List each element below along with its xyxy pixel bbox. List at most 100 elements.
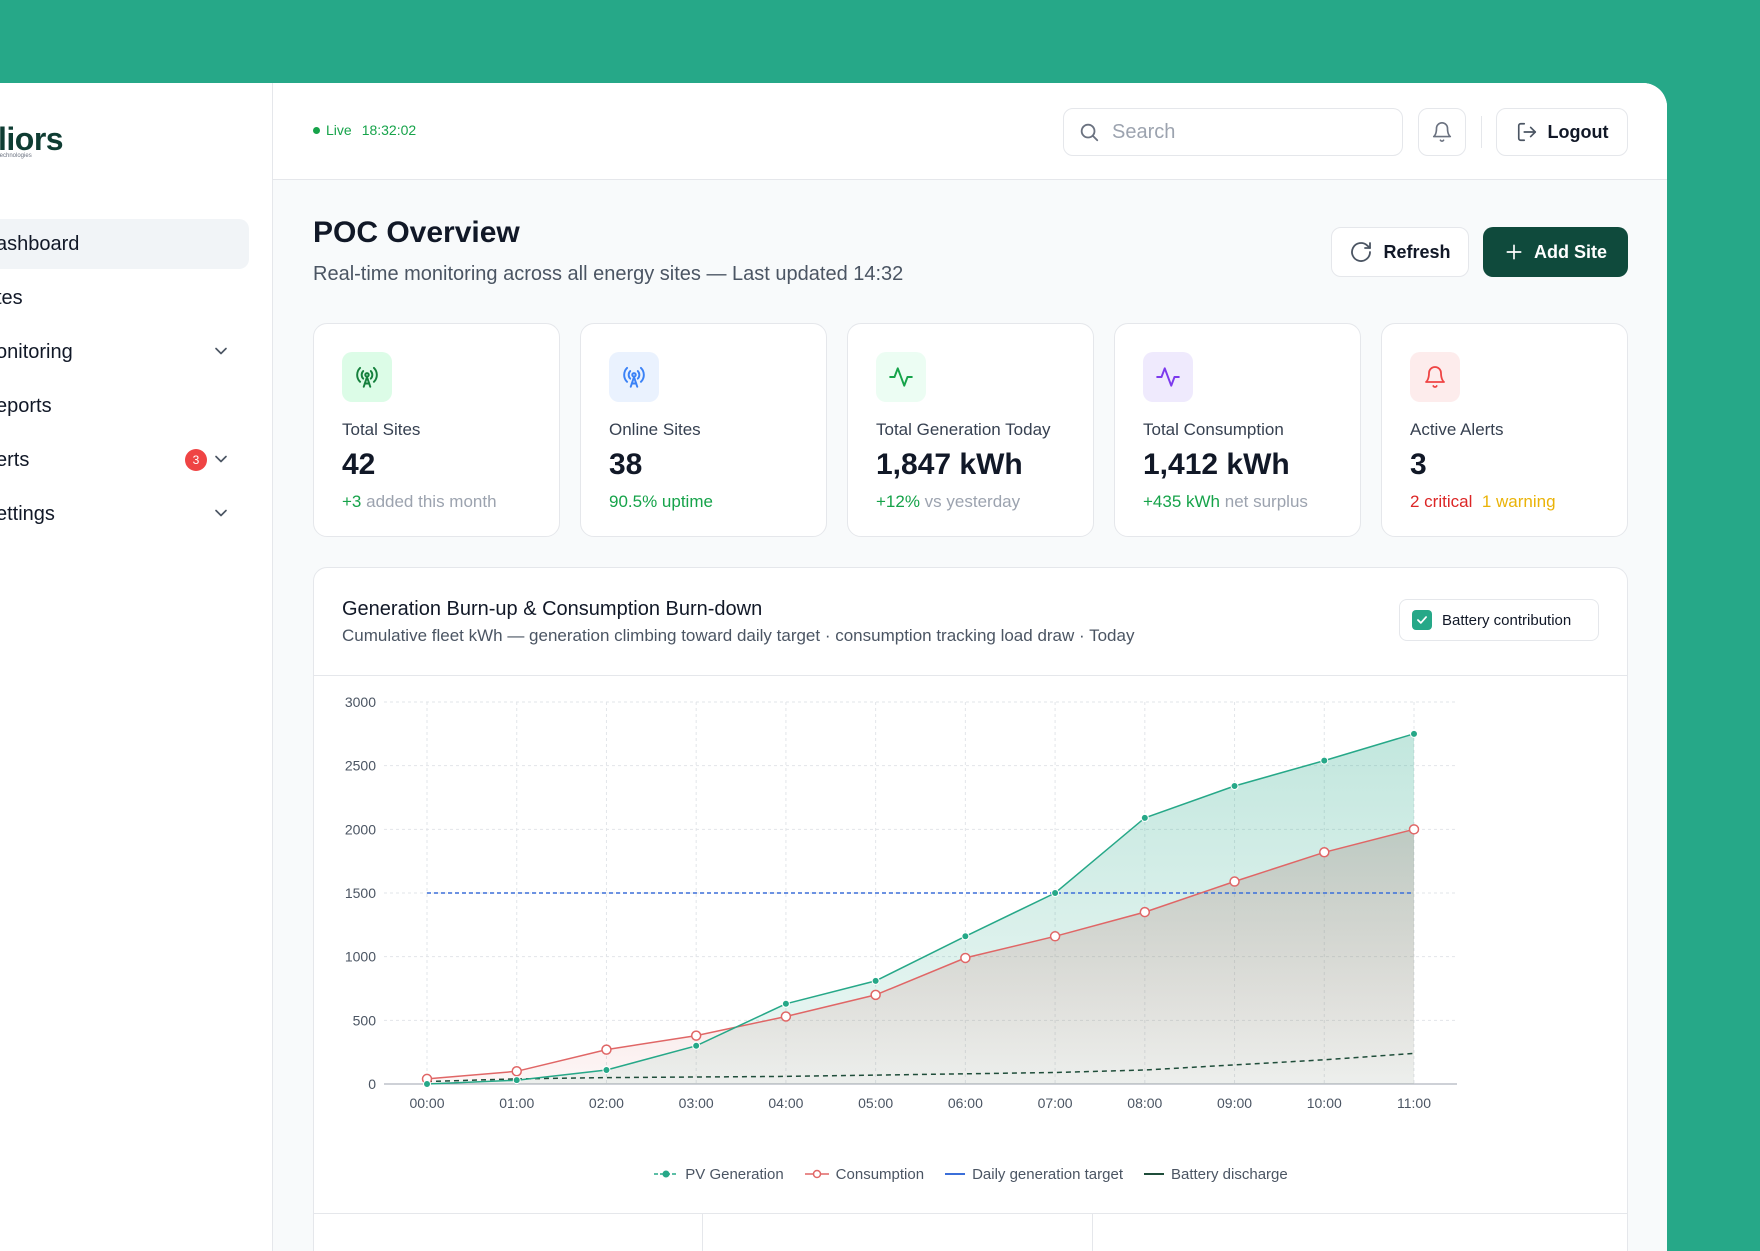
pulse-icon (876, 352, 926, 402)
sidebar-item-label: erts (0, 448, 30, 471)
main-content: Live 18:32:02 Logout POC Overview Real-t… (273, 83, 1667, 1251)
card-note: 2 critical 1 warning (1410, 492, 1556, 512)
pulse-icon (1143, 352, 1193, 402)
consumption-point (870, 989, 881, 1001)
consumption-area (427, 829, 1414, 1084)
add-site-button[interactable]: Add Site (1483, 227, 1628, 277)
sidebar-item[interactable]: ettings (0, 489, 249, 539)
live-dot-icon (313, 126, 320, 134)
logo: liors (0, 121, 64, 157)
critical-count: 2 critical (1410, 492, 1473, 511)
bell-icon (1432, 122, 1452, 142)
legend-label: Daily generation target (972, 1166, 1123, 1183)
card-note-text: vs yesterday (919, 492, 1021, 511)
card-label: Total Consumption (1143, 420, 1284, 439)
y-tick-label: 2000 (345, 821, 376, 837)
card-value: 3 (1410, 448, 1427, 481)
consumption-point (1319, 847, 1330, 858)
sidebar-item[interactable]: onitoring (0, 327, 249, 377)
card-note-highlight: +3 (342, 492, 362, 511)
sidebar-item-label: tes (0, 286, 23, 309)
refresh-button[interactable]: Refresh (1331, 227, 1469, 277)
warning-count: 1 warning (1481, 492, 1556, 511)
search-box[interactable] (1063, 108, 1403, 156)
legend-item[interactable]: PV Generation (653, 1166, 784, 1183)
consumption-point (780, 1011, 792, 1022)
chevron-down-icon[interactable] (211, 341, 231, 361)
chevron-down-icon[interactable] (211, 503, 231, 523)
search-icon (1080, 123, 1099, 142)
sidebar-item-label: ashboard (0, 232, 80, 255)
chart-header-divider (314, 675, 1627, 676)
stat-card[interactable]: Total Consumption 1,412 kWh +435 kWh net… (1114, 323, 1361, 537)
pv-generation-point (781, 999, 790, 1008)
consumption-point (1229, 876, 1240, 887)
x-tick-label: 07:00 (1038, 1095, 1073, 1111)
pv-generation-line (426, 733, 1415, 1085)
x-tick-label: 04:00 (768, 1095, 803, 1111)
pv-generation-point (1320, 756, 1329, 765)
consumption-point (1049, 931, 1061, 942)
top-bar: Live 18:32:02 Logout (273, 83, 1667, 180)
legend-marker-icon (944, 1166, 966, 1183)
x-tick-label: 11:00 (1397, 1095, 1431, 1111)
legend-label: Battery discharge (1171, 1166, 1288, 1183)
page-subtitle: Real-time monitoring across all energy s… (313, 263, 904, 285)
x-tick-label: 00:00 (409, 1095, 444, 1111)
x-tick-label: 10:00 (1307, 1095, 1342, 1111)
battery-checkbox[interactable] (1412, 610, 1432, 630)
x-tick-label: 06:00 (948, 1095, 983, 1111)
chart-legend: PV Generation Consumption Daily generation… (314, 1166, 1627, 1183)
stat-card[interactable]: Total Sites 42 +3 added this month (313, 323, 560, 537)
logout-button[interactable]: Logout (1496, 108, 1628, 156)
chevron-down-icon[interactable] (211, 449, 231, 469)
x-tick-label: 05:00 (858, 1095, 893, 1111)
battery-contribution-toggle[interactable]: Battery contribution (1399, 599, 1599, 641)
antenna-icon (342, 352, 392, 402)
x-tick-label: 02:00 (589, 1095, 624, 1111)
stat-cards: Total Sites 42 +3 added this month Onlin… (313, 323, 1628, 537)
pv-generation-point (602, 1065, 611, 1074)
stat-card[interactable]: Total Generation Today 1,847 kWh +12% vs… (847, 323, 1094, 537)
sidebar-item[interactable]: erts 3 (0, 435, 249, 485)
card-note: +435 kWh net surplus (1143, 492, 1308, 512)
chart-title: Generation Burn-up & Consumption Burn-do… (342, 598, 763, 620)
legend-marker-icon (653, 1166, 679, 1183)
x-tick-label: 08:00 (1127, 1095, 1162, 1111)
legend-marker-icon (804, 1166, 830, 1183)
refresh-icon (1351, 242, 1372, 262)
legend-item[interactable]: Battery discharge (1143, 1166, 1288, 1183)
pv-generation-point (692, 1041, 701, 1050)
card-label: Active Alerts (1410, 420, 1504, 439)
notifications-button[interactable] (1418, 108, 1466, 156)
sidebar-item-label: ettings (0, 502, 55, 525)
card-note: +3 added this month (342, 492, 497, 512)
card-note: +12% vs yesterday (876, 492, 1020, 512)
sidebar-nav: ashboard tes onitoring eports erts 3 ettings (0, 219, 249, 543)
card-note-text: net surplus (1220, 492, 1308, 511)
bell-icon (1410, 352, 1460, 402)
stat-card[interactable]: Online Sites 38 90.5% uptime (580, 323, 827, 537)
search-input[interactable] (1112, 120, 1392, 144)
live-indicator: Live 18:32:02 (313, 122, 416, 138)
card-label: Total Sites (342, 420, 421, 439)
chart-footer-divider (314, 1213, 1627, 1214)
sidebar-item[interactable]: tes (0, 273, 249, 323)
card-label: Online Sites (609, 420, 701, 439)
consumption-point (601, 1044, 612, 1055)
legend-label: Consumption (835, 1166, 925, 1183)
card-value: 1,412 kWh (1143, 448, 1290, 481)
sidebar-item[interactable]: ashboard (0, 219, 249, 269)
y-tick-label: 2500 (345, 758, 376, 774)
legend-item[interactable]: Daily generation target (944, 1166, 1123, 1183)
stat-card[interactable]: Active Alerts 3 2 critical 1 warning (1381, 323, 1628, 537)
sidebar-item[interactable]: eports (0, 381, 249, 431)
live-label: Live (326, 122, 352, 138)
legend-item[interactable]: Consumption (804, 1166, 924, 1183)
pv-generation-point (1140, 813, 1149, 822)
card-note-text: added this month (361, 492, 497, 511)
logo-subtitle: technologies (0, 153, 32, 159)
burnup-chart-panel: Generation Burn-up & Consumption Burn-do… (313, 567, 1628, 1251)
pv-generation-point (512, 1076, 521, 1085)
y-tick-label: 0 (368, 1076, 376, 1092)
